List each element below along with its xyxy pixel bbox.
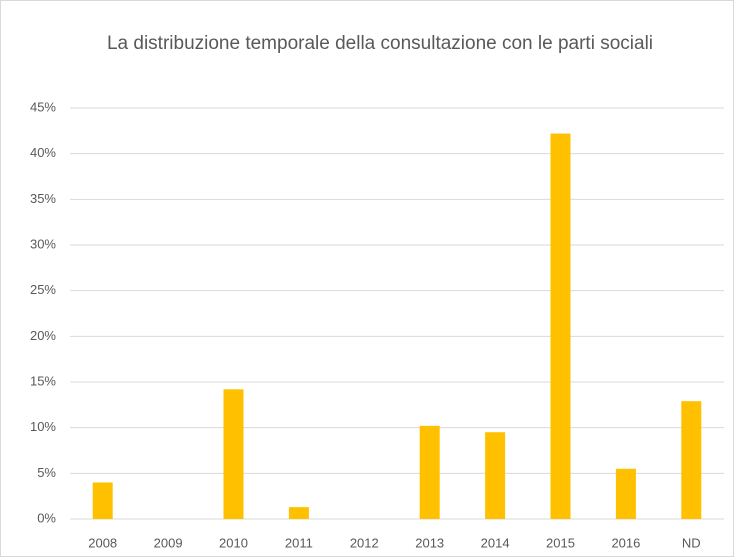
y-tick-label: 10% [30, 419, 56, 434]
bar [485, 432, 506, 519]
x-tick-label: 2014 [481, 535, 510, 550]
bar [288, 507, 309, 519]
y-tick-label: 45% [30, 99, 56, 114]
bar [419, 425, 440, 519]
y-tick-label: 30% [30, 236, 56, 251]
bar [92, 482, 113, 519]
y-tick-label: 25% [30, 282, 56, 297]
y-tick-label: 35% [30, 191, 56, 206]
bar [550, 133, 571, 519]
y-tick-label: 0% [37, 510, 56, 525]
bar [615, 468, 636, 519]
x-tick-label: 2009 [154, 535, 183, 550]
x-tick-label: ND [682, 535, 701, 550]
y-tick-label: 15% [30, 373, 56, 388]
x-tick-label: 2012 [350, 535, 379, 550]
x-tick-label: 2011 [285, 535, 313, 550]
x-tick-label: 2016 [611, 535, 640, 550]
x-tick-label: 2010 [219, 535, 248, 550]
y-tick-label: 5% [37, 465, 56, 480]
bar [223, 389, 244, 519]
y-tick-label: 40% [30, 145, 56, 160]
bar [681, 401, 702, 519]
y-tick-label: 20% [30, 328, 56, 343]
chart-title: La distribuzione temporale della consult… [106, 33, 654, 54]
x-tick-label: 2008 [88, 535, 117, 550]
x-tick-label: 2013 [415, 535, 444, 550]
x-tick-label: 2015 [546, 535, 575, 550]
